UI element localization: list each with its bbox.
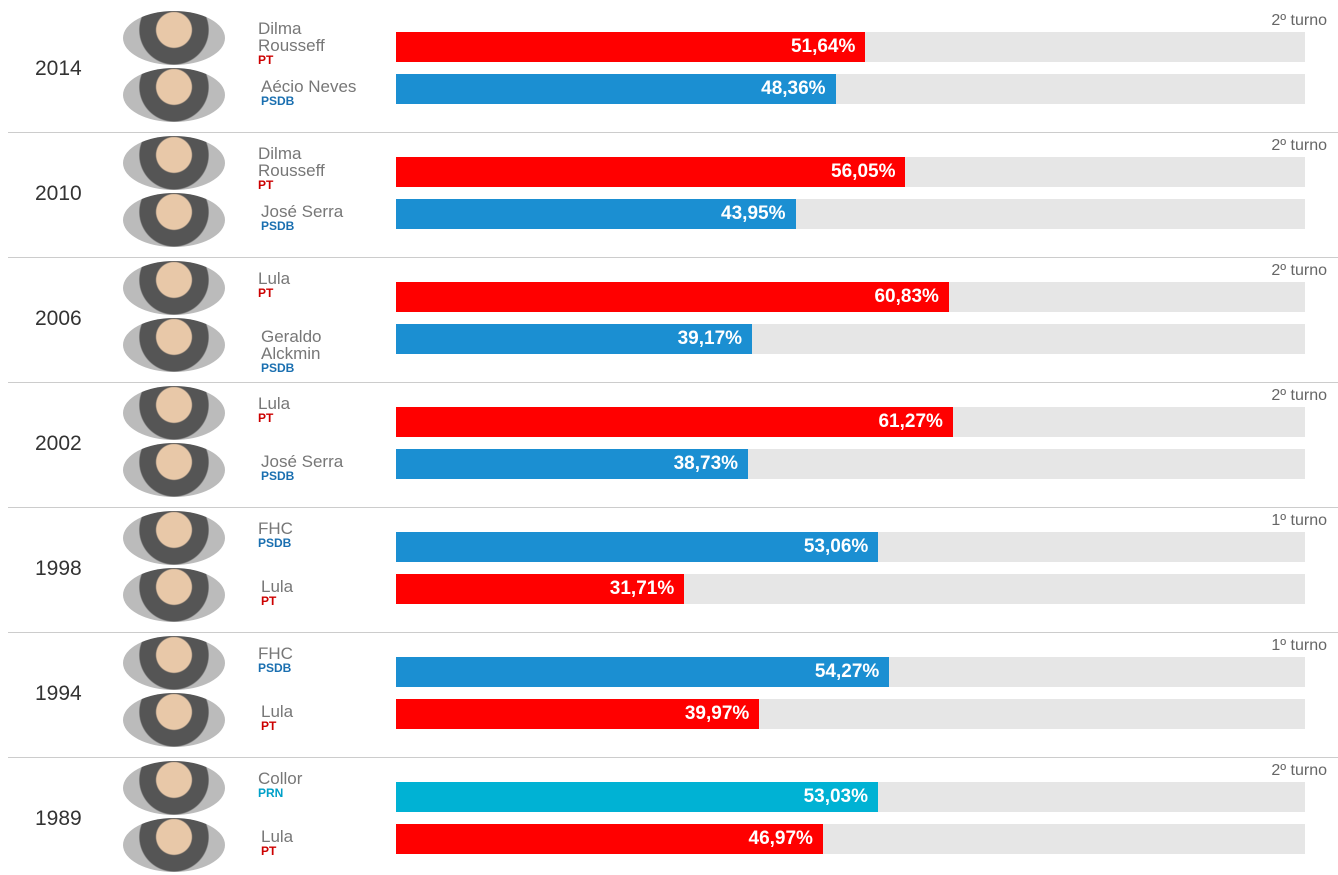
separator <box>8 757 1338 758</box>
party-label: PT <box>261 720 371 733</box>
value-label: 31,71% <box>396 574 674 604</box>
separator <box>8 132 1338 133</box>
infographic: 2014 2º turno Dilma RousseffPT 51,64% Aécio … <box>0 0 1338 875</box>
party-label: PSDB <box>261 470 371 483</box>
year-label: 2006 <box>35 307 82 331</box>
candidate-photo <box>123 261 225 315</box>
separator <box>8 257 1338 258</box>
party-label: PSDB <box>258 662 368 675</box>
year-label: 2014 <box>35 57 82 81</box>
separator <box>8 632 1338 633</box>
round-label: 2º turno <box>1127 12 1327 30</box>
party-label: PT <box>261 845 371 858</box>
candidate-photo <box>123 818 225 872</box>
party-label: PRN <box>258 787 368 800</box>
separator <box>8 507 1338 508</box>
value-label: 46,97% <box>396 824 813 854</box>
value-label: 51,64% <box>396 32 855 62</box>
round-label: 1º turno <box>1127 637 1327 655</box>
value-label: 60,83% <box>396 282 939 312</box>
candidate-photo <box>123 693 225 747</box>
candidate-photo <box>123 136 225 190</box>
round-label: 2º turno <box>1127 137 1327 155</box>
year-label: 2010 <box>35 182 82 206</box>
candidate-photo <box>123 636 225 690</box>
party-label: PT <box>258 412 368 425</box>
candidate-photo <box>123 193 225 247</box>
value-label: 61,27% <box>396 407 943 437</box>
round-label: 2º turno <box>1127 262 1327 280</box>
value-label: 54,27% <box>396 657 879 687</box>
round-label: 2º turno <box>1127 387 1327 405</box>
year-label: 1994 <box>35 682 82 706</box>
party-label: PT <box>258 287 368 300</box>
candidate-photo <box>123 68 225 122</box>
party-label: PT <box>261 595 371 608</box>
candidate-photo <box>123 386 225 440</box>
party-label: PT <box>258 179 368 192</box>
year-label: 1989 <box>35 807 82 831</box>
round-label: 1º turno <box>1127 512 1327 530</box>
candidate-photo <box>123 568 225 622</box>
value-label: 48,36% <box>396 74 826 104</box>
candidate-photo <box>123 443 225 497</box>
party-label: PSDB <box>258 537 368 550</box>
value-label: 56,05% <box>396 157 895 187</box>
candidate-photo <box>123 11 225 65</box>
value-label: 39,97% <box>396 699 749 729</box>
candidate-photo <box>123 318 225 372</box>
year-label: 1998 <box>35 557 82 581</box>
party-label: PSDB <box>261 220 371 233</box>
value-label: 39,17% <box>396 324 742 354</box>
party-label: PT <box>258 54 368 67</box>
separator <box>8 382 1338 383</box>
value-label: 38,73% <box>396 449 738 479</box>
candidate-photo <box>123 761 225 815</box>
party-label: PSDB <box>261 362 371 375</box>
value-label: 53,03% <box>396 782 868 812</box>
value-label: 53,06% <box>396 532 868 562</box>
candidate-photo <box>123 511 225 565</box>
year-label: 2002 <box>35 432 82 456</box>
round-label: 2º turno <box>1127 762 1327 780</box>
value-label: 43,95% <box>396 199 786 229</box>
party-label: PSDB <box>261 95 371 108</box>
